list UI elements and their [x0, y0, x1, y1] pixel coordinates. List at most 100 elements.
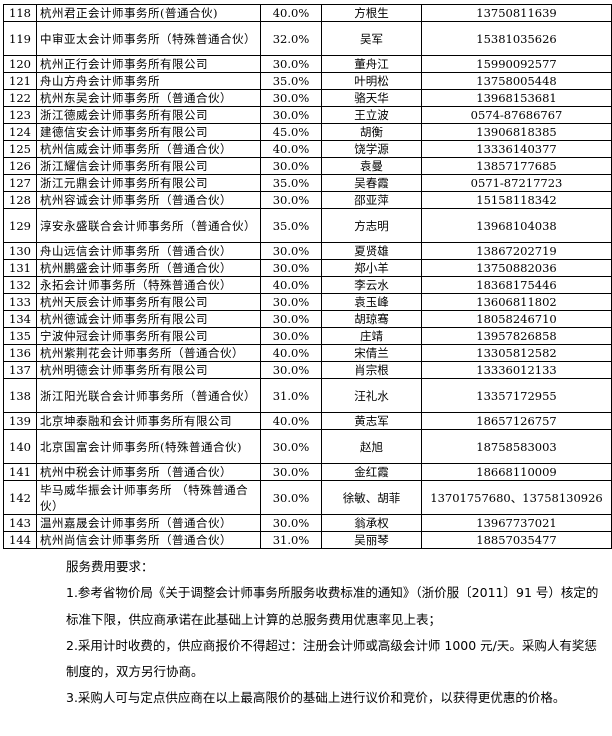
phone-number: 18058246710 [421, 310, 612, 328]
firm-name: 毕马威华振会计师事务所 （特殊普通合伙） [36, 480, 261, 515]
discount-rate: 30.0% [260, 89, 322, 107]
table-row: 135 宁波仲冠会计师事务所有限公司 30.0% 庄靖 13957826858 [3, 327, 612, 345]
firm-name: 杭州天辰会计师事务所有限公司 [36, 293, 261, 311]
firm-name: 永拓会计师事务所（特殊普通合伙） [36, 276, 261, 294]
phone-number: 18857035477 [421, 531, 612, 549]
row-number: 144 [3, 531, 37, 549]
phone-number: 18657126757 [421, 412, 612, 430]
table-row: 140 北京国富会计师事务所(特殊普通合伙) 30.0% 赵旭 18758583003 [3, 429, 612, 464]
phone-number: 18368175446 [421, 276, 612, 294]
table-row: 143 温州嘉晟会计师事务所（普通合伙） 30.0% 翁承权 13967737021 [3, 514, 612, 532]
row-number: 129 [3, 208, 37, 243]
row-number: 130 [3, 242, 37, 260]
row-number: 131 [3, 259, 37, 277]
row-number: 127 [3, 174, 37, 192]
phone-number: 15158118342 [421, 191, 612, 209]
row-number: 126 [3, 157, 37, 175]
table-row: 130 舟山远信会计师事务所（普通合伙） 30.0% 夏贤雄 13867202719 [3, 242, 612, 260]
discount-rate: 40.0% [260, 276, 322, 294]
firm-name: 中审亚太会计师事务所（特殊普通合伙） [36, 21, 261, 56]
supplier-table: 118 杭州君正会计师事务所(普通合伙) 40.0% 方根生 13750811639 11… [3, 4, 612, 549]
table-row: 119 中审亚太会计师事务所（特殊普通合伙） 32.0% 吴军 15381035626 [3, 21, 612, 56]
contact-person: 翁承权 [321, 514, 422, 532]
discount-rate: 30.0% [260, 429, 322, 464]
contact-person: 徐敏、胡菲 [321, 480, 422, 515]
contact-person: 赵旭 [321, 429, 422, 464]
table-row: 128 杭州容诚会计师事务所（普通合伙） 30.0% 邵亚萍 15158118342 [3, 191, 612, 209]
discount-rate: 45.0% [260, 123, 322, 141]
notes-heading: 服务费用要求： [66, 559, 154, 574]
discount-rate: 31.0% [260, 531, 322, 549]
row-number: 135 [3, 327, 37, 345]
phone-number: 13967737021 [421, 514, 612, 532]
discount-rate: 40.0% [260, 412, 322, 430]
fee-requirements: 服务费用要求： 1.参考省物价局《关于调整会计师事务所服务收费标准的通知》（浙价… [66, 554, 606, 712]
contact-person: 金红霞 [321, 463, 422, 481]
discount-rate: 30.0% [260, 361, 322, 379]
row-number: 119 [3, 21, 37, 56]
discount-rate: 40.0% [260, 4, 322, 22]
firm-name: 淳安永盛联合会计师事务所（普通合伙） [36, 208, 261, 243]
contact-person: 骆天华 [321, 89, 422, 107]
contact-person: 汪礼水 [321, 378, 422, 413]
phone-number: 0571-87217723 [421, 174, 612, 192]
discount-rate: 30.0% [260, 191, 322, 209]
contact-person: 董舟江 [321, 55, 422, 73]
firm-name: 杭州德诚会计师事务所有限公司 [36, 310, 261, 328]
contact-person: 袁曼 [321, 157, 422, 175]
table-row: 138 浙江阳光联合会计师事务所（普通合伙） 31.0% 汪礼水 13357172955 [3, 378, 612, 413]
table-row: 134 杭州德诚会计师事务所有限公司 30.0% 胡琼骞 18058246710 [3, 310, 612, 328]
contact-person: 夏贤雄 [321, 242, 422, 260]
row-number: 138 [3, 378, 37, 413]
table-row: 126 浙江耀信会计师事务所有限公司 30.0% 袁曼 13857177685 [3, 157, 612, 175]
phone-number: 18668110009 [421, 463, 612, 481]
firm-name: 杭州正行会计师事务所有限公司 [36, 55, 261, 73]
phone-number: 13701757680、13758130926 [421, 480, 612, 515]
row-number: 121 [3, 72, 37, 90]
firm-name: 温州嘉晟会计师事务所（普通合伙） [36, 514, 261, 532]
firm-name: 舟山方舟会计师事务所 [36, 72, 261, 90]
table-row: 127 浙江元鼎会计师事务所有限公司 35.0% 吴春霞 0571-87217723 [3, 174, 612, 192]
table-row: 124 建德信安会计师事务所有限公司 45.0% 胡衡 13906818385 [3, 123, 612, 141]
row-number: 128 [3, 191, 37, 209]
row-number: 132 [3, 276, 37, 294]
firm-name: 浙江阳光联合会计师事务所（普通合伙） [36, 378, 261, 413]
discount-rate: 35.0% [260, 174, 322, 192]
table-row: 144 杭州尚信会计师事务所（普通合伙） 31.0% 吴丽琴 18857035477 [3, 531, 612, 549]
table-row: 125 杭州信威会计师事务所（普通合伙） 40.0% 饶学源 13336140377 [3, 140, 612, 158]
firm-name: 杭州中税会计师事务所（普通合伙） [36, 463, 261, 481]
discount-rate: 30.0% [260, 55, 322, 73]
firm-name: 浙江耀信会计师事务所有限公司 [36, 157, 261, 175]
contact-person: 郑小羊 [321, 259, 422, 277]
firm-name: 杭州容诚会计师事务所（普通合伙） [36, 191, 261, 209]
discount-rate: 30.0% [260, 242, 322, 260]
table-row: 123 浙江德威会计师事务所有限公司 30.0% 王立波 0574-87686767 [3, 106, 612, 124]
firm-name: 北京国富会计师事务所(特殊普通合伙) [36, 429, 261, 464]
discount-rate: 30.0% [260, 310, 322, 328]
contact-person: 宋倩兰 [321, 344, 422, 362]
discount-rate: 30.0% [260, 480, 322, 515]
discount-rate: 35.0% [260, 208, 322, 243]
row-number: 139 [3, 412, 37, 430]
row-number: 118 [3, 4, 37, 22]
contact-person: 方志明 [321, 208, 422, 243]
firm-name: 杭州明德会计师事务所有限公司 [36, 361, 261, 379]
table-row: 133 杭州天辰会计师事务所有限公司 30.0% 袁玉峰 13606811802 [3, 293, 612, 311]
discount-rate: 40.0% [260, 140, 322, 158]
row-number: 120 [3, 55, 37, 73]
firm-name: 杭州尚信会计师事务所（普通合伙） [36, 531, 261, 549]
table-row: 131 杭州鹏盛会计师事务所（普通合伙） 30.0% 郑小羊 13750882036 [3, 259, 612, 277]
phone-number: 15990092577 [421, 55, 612, 73]
notes-item-1: 1.参考省物价局《关于调整会计师事务所服务收费标准的通知》（浙价服〔2011〕9… [66, 585, 599, 627]
contact-person: 黄志军 [321, 412, 422, 430]
phone-number: 13336012133 [421, 361, 612, 379]
table-row: 129 淳安永盛联合会计师事务所（普通合伙） 35.0% 方志明 13968104038 [3, 208, 612, 243]
firm-name: 杭州君正会计师事务所(普通合伙) [36, 4, 261, 22]
firm-name: 杭州紫荆花会计师事务所（普通合伙） [36, 344, 261, 362]
row-number: 136 [3, 344, 37, 362]
row-number: 122 [3, 89, 37, 107]
table-row: 132 永拓会计师事务所（特殊普通合伙） 40.0% 李云水 18368175446 [3, 276, 612, 294]
contact-person: 胡衡 [321, 123, 422, 141]
firm-name: 杭州信威会计师事务所（普通合伙） [36, 140, 261, 158]
contact-person: 袁玉峰 [321, 293, 422, 311]
